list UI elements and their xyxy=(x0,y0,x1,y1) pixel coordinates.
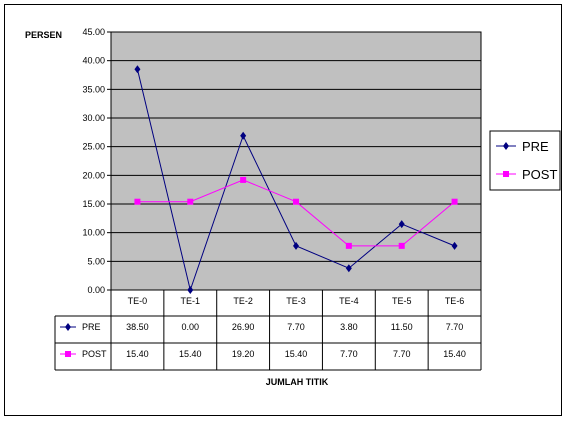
data-label: 11.50 xyxy=(391,322,413,332)
data-point-post xyxy=(134,198,141,205)
y-tick-label: 0.00 xyxy=(87,285,105,295)
data-label: 15.40 xyxy=(179,349,202,359)
category-label: TE-2 xyxy=(233,296,253,306)
data-point-post xyxy=(345,242,352,249)
data-point-post xyxy=(398,242,405,249)
legend: PRE POST xyxy=(489,130,561,191)
legend-label: PRE xyxy=(522,139,549,154)
category-label: TE-6 xyxy=(445,296,465,306)
y-tick-label: 35.00 xyxy=(82,84,105,94)
table-key-marker xyxy=(65,351,71,357)
data-label: 38.50 xyxy=(126,322,149,332)
x-axis-title: JUMLAH TITIK xyxy=(266,377,329,387)
data-label: 7.70 xyxy=(393,349,411,359)
data-point-pre xyxy=(398,220,405,229)
legend-marker xyxy=(503,171,509,177)
data-table: TE-0 TE-1 TE-2 TE-3 TE-4 TE-5 TE-6 PRE 38.50 0.00… xyxy=(54,290,482,371)
data-label: 7.70 xyxy=(446,322,464,332)
data-label: 7.70 xyxy=(287,322,305,332)
category-label: TE-0 xyxy=(128,296,148,306)
data-label: 7.70 xyxy=(340,349,358,359)
y-tick-label: 20.00 xyxy=(82,170,105,180)
y-tick-label: 40.00 xyxy=(82,56,105,66)
plot-area: 0.00 5.00 10.00 15.00 20.00 25.00 30.00 35.00 40… xyxy=(82,27,482,295)
plot-background xyxy=(110,31,482,291)
data-label: 0.00 xyxy=(182,322,200,332)
data-point-post xyxy=(187,198,194,205)
data-point-post xyxy=(293,198,299,205)
y-tick-label: 25.00 xyxy=(82,142,105,152)
y-tick-label: 5.00 xyxy=(87,256,105,266)
data-point-post xyxy=(451,198,458,205)
data-point-pre xyxy=(134,65,141,74)
category-label: TE-3 xyxy=(286,296,306,306)
data-label: 15.40 xyxy=(126,349,149,359)
table-key-marker xyxy=(65,323,71,331)
y-axis-title: PERSEN xyxy=(25,30,62,40)
category-label: TE-1 xyxy=(181,296,201,306)
data-label: 19.20 xyxy=(232,349,255,359)
data-label: 15.40 xyxy=(285,349,308,359)
category-label: TE-5 xyxy=(392,296,412,306)
data-label: 15.40 xyxy=(443,349,466,359)
data-label: 26.90 xyxy=(232,322,255,332)
data-point-pre xyxy=(293,241,299,250)
y-tick-label: 10.00 xyxy=(82,228,105,238)
legend-label: POST xyxy=(522,167,557,182)
table-series-name: POST xyxy=(82,349,107,359)
y-tick-label: 30.00 xyxy=(82,113,105,123)
y-tick-label: 45.00 xyxy=(82,27,105,37)
data-point-pre xyxy=(451,241,458,250)
data-point-post xyxy=(240,176,247,183)
data-point-pre xyxy=(187,286,194,294)
legend-box xyxy=(489,130,561,191)
y-tick-label: 15.00 xyxy=(82,199,105,209)
legend-marker xyxy=(503,142,509,150)
data-point-pre xyxy=(345,264,352,273)
data-point-pre xyxy=(240,131,247,140)
data-label: 3.80 xyxy=(340,322,358,332)
table-series-name: PRE xyxy=(82,322,101,332)
category-label: TE-4 xyxy=(339,296,359,306)
